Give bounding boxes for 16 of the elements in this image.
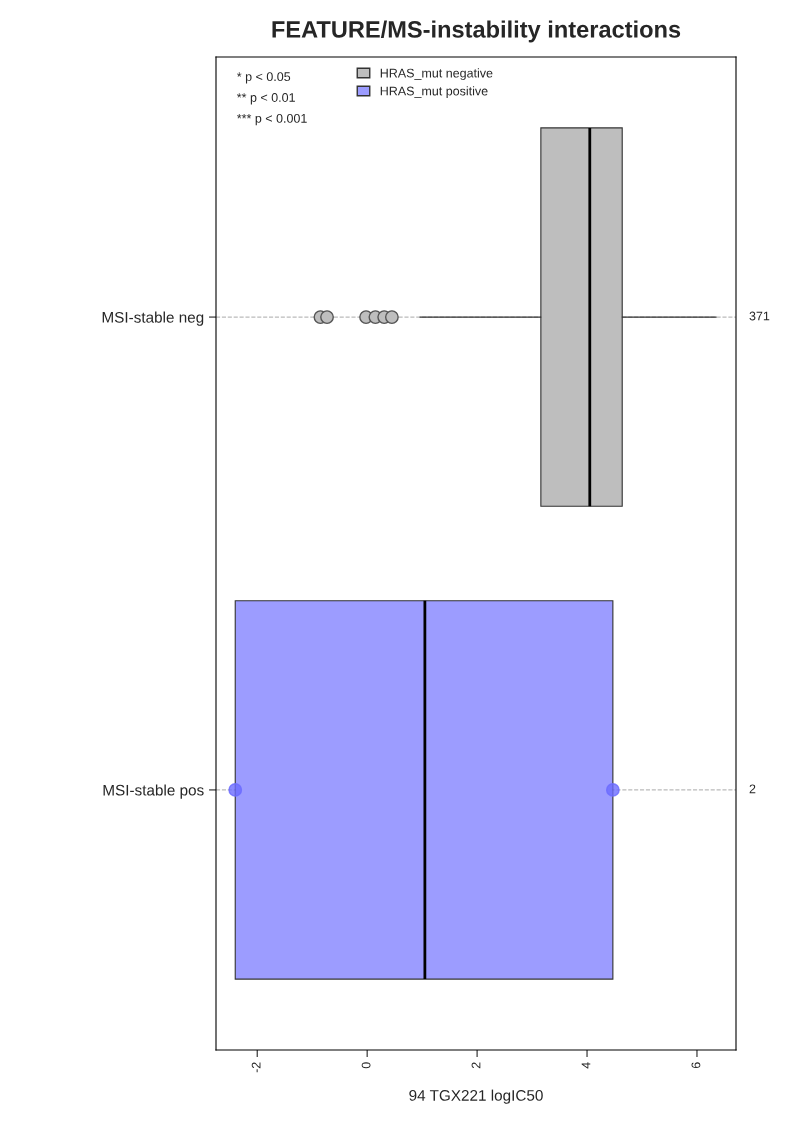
legend-label: HRAS_mut positive <box>380 86 488 98</box>
x-tick-label: 0 <box>361 1062 371 1069</box>
x-tick-label: 4 <box>581 1062 591 1069</box>
chart-title: FEATURE/MS-instability interactions <box>272 20 681 43</box>
annotation: ** p < 0.01 <box>237 93 295 105</box>
x-tick-label: 6 <box>691 1062 701 1069</box>
text: 371 <box>749 311 770 321</box>
annotation: * p < 0.05 <box>237 72 291 84</box>
x-tick-label: -2 <box>251 1062 261 1073</box>
x-tick-label: 2 <box>471 1062 481 1069</box>
legend-label: HRAS_mut negative <box>380 68 493 80</box>
annotation: *** p < 0.001 <box>237 113 307 126</box>
x-axis-title: 94 TGX221 logIC50 <box>409 1089 543 1104</box>
y-tick-label: MSI-stable neg <box>102 311 204 326</box>
y-tick-label: MSI-stable pos <box>103 784 204 799</box>
text: 2 <box>749 784 756 794</box>
